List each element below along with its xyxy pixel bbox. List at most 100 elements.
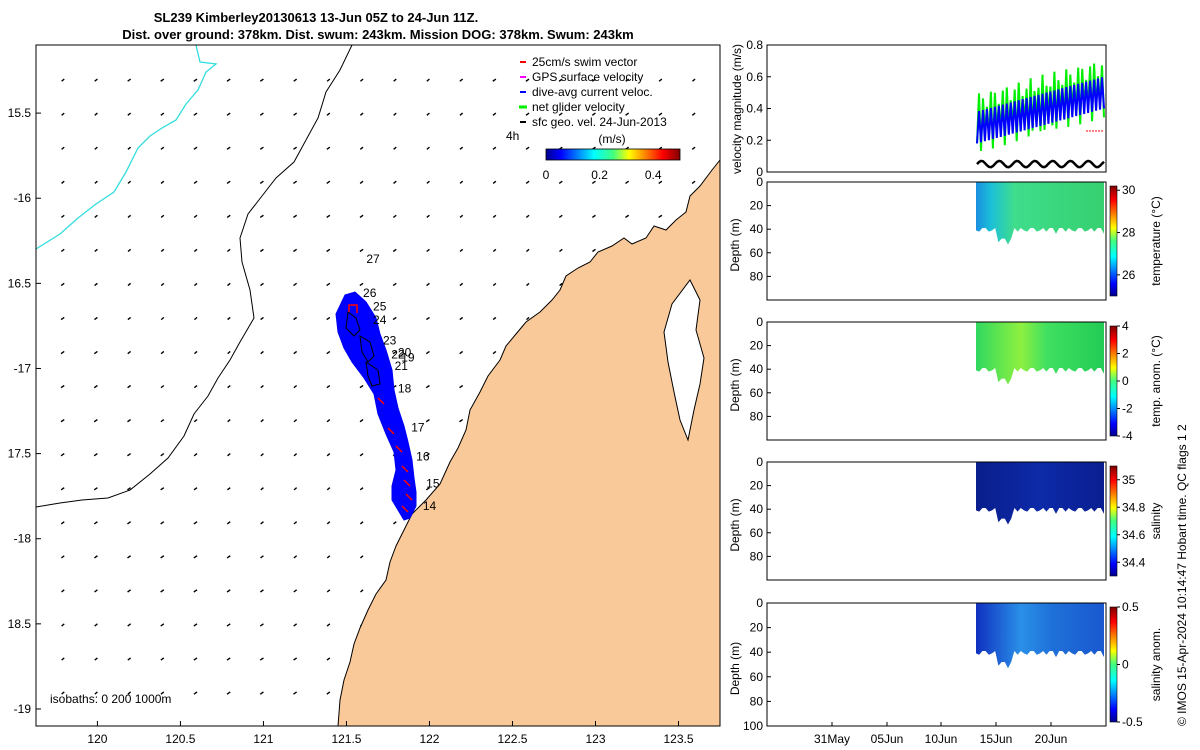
- velocity-vector: [260, 555, 264, 559]
- date-tick-label: 20Jun: [1035, 732, 1068, 746]
- map-y-tick-label: -16: [14, 191, 32, 205]
- velocity-vector: [160, 112, 165, 116]
- velocity-y-tick-label: 0.6: [746, 70, 763, 84]
- velocity-vector: [193, 555, 198, 559]
- velocity-vector: [459, 282, 464, 287]
- velocity-vector: [625, 214, 630, 219]
- velocity-vector: [60, 384, 65, 389]
- velocity-y-tick-label: 0.2: [746, 133, 763, 147]
- velocity-vector: [525, 248, 530, 253]
- velocity-vector: [293, 589, 298, 593]
- velocity-vector: [459, 146, 464, 150]
- velocity-vector: [226, 623, 231, 627]
- velocity-vector: [293, 419, 298, 423]
- map-x-tick-label: 122: [419, 732, 439, 746]
- velocity-vector: [226, 657, 231, 661]
- velocity-vector: [127, 316, 132, 321]
- sal-anom-y-tick-label: 0: [756, 596, 763, 610]
- salinity-ylabel: Depth (m): [728, 498, 742, 551]
- velocity-vector: [359, 384, 364, 389]
- day-label: 18: [398, 381, 412, 395]
- velocity-vector: [160, 691, 165, 695]
- temperature-colorbar-label: temperature (°C): [1149, 196, 1163, 286]
- velocity-vector: [359, 418, 364, 423]
- map-colorbar-label: (m/s): [598, 132, 625, 146]
- temp-anom-colorbar-tick-label: -2: [1122, 402, 1133, 416]
- velocity-vector: [227, 453, 231, 457]
- velocity-y-tick-label: 0.4: [746, 102, 763, 116]
- map-x-tick-label: 120.5: [165, 732, 195, 746]
- velocity-vector: [326, 112, 331, 116]
- map-y-tick-label: -18: [14, 532, 32, 546]
- temperature-y-tick-label: 20: [750, 199, 764, 213]
- velocity-vector: [359, 112, 364, 116]
- velocity-vector: [558, 78, 563, 82]
- temperature-y-tick-label: 40: [750, 222, 764, 236]
- velocity-vector: [293, 112, 298, 116]
- velocity-vector: [326, 180, 331, 184]
- velocity-vector: [425, 453, 430, 457]
- velocity-vector: [526, 316, 530, 321]
- velocity-vector: [193, 419, 198, 423]
- velocity-vector: [459, 180, 464, 184]
- legend-time-note: 4h: [506, 129, 519, 143]
- velocity-vector: [60, 282, 65, 287]
- velocity-vector: [60, 248, 65, 253]
- velocity-vector: [259, 623, 264, 627]
- velocity-vector: [359, 146, 364, 150]
- velocity-vector: [193, 350, 198, 355]
- velocity-vector: [60, 453, 65, 457]
- velocity-vector: [127, 282, 132, 287]
- velocity-vector: [326, 589, 331, 593]
- velocity-vector: [360, 78, 364, 82]
- isobath-200m: [36, 45, 353, 508]
- velocity-vector: [61, 691, 65, 695]
- velocity-vector: [160, 146, 165, 150]
- velocity-vector: [94, 248, 98, 253]
- velocity-vector: [326, 146, 331, 150]
- velocity-vector: [260, 350, 264, 355]
- map-x-tick-label: 121.5: [331, 732, 361, 746]
- velocity-vector: [293, 316, 298, 321]
- velocity-vector: [591, 214, 596, 219]
- velocity-vector: [260, 521, 264, 525]
- velocity-vector: [193, 146, 198, 150]
- swim-vectors: [348, 304, 413, 513]
- velocity-vector: [492, 180, 497, 184]
- velocity-vector: [326, 555, 331, 559]
- map-colorbar-tick: 0.2: [591, 168, 608, 182]
- salinity-y-tick-label: 20: [750, 479, 764, 493]
- map-colorbar-tick: 0.4: [645, 168, 662, 182]
- velocity-vector: [426, 214, 430, 218]
- glider-track: [335, 291, 417, 521]
- velocity-vector: [591, 112, 596, 116]
- velocity-vector: [260, 453, 264, 457]
- temp-anom-y-tick-label: 0: [756, 315, 763, 329]
- velocity-vector: [259, 214, 264, 219]
- velocity-vector: [293, 384, 298, 389]
- velocity-vector: [392, 282, 397, 287]
- date-tick-label: 15Jun: [980, 732, 1013, 746]
- temp-anom-ylabel: Depth (m): [728, 358, 742, 411]
- date-x-ticks: 31May 05Jun 10Jun 15Jun 20Jun: [814, 722, 1067, 746]
- velocity-vector: [526, 282, 530, 287]
- velocity-vector: [558, 214, 563, 219]
- velocity-y-tick-label: 0: [756, 165, 763, 179]
- map-colorbar: (m/s) 0 0.2 0.4: [543, 132, 681, 182]
- temp-anom-field: [976, 322, 1104, 385]
- velocity-vector: [227, 282, 231, 287]
- temperature-colorbar-tick-label: 28: [1122, 226, 1136, 240]
- temperature-frame: [766, 181, 1107, 301]
- velocity-vector: [193, 384, 198, 389]
- velocity-vector: [359, 214, 364, 219]
- velocity-vector: [127, 214, 132, 218]
- velocity-vector: [259, 146, 264, 150]
- velocity-vector: [259, 78, 264, 82]
- velocity-vector: [359, 180, 364, 184]
- map-x-tick-label: 123: [585, 732, 605, 746]
- velocity-vector: [93, 521, 98, 525]
- temperature-colorbar-tick-label: 30: [1122, 183, 1136, 197]
- velocity-vector: [160, 78, 165, 82]
- velocity-vector: [492, 350, 497, 355]
- temperature-colorbar: [1109, 185, 1118, 297]
